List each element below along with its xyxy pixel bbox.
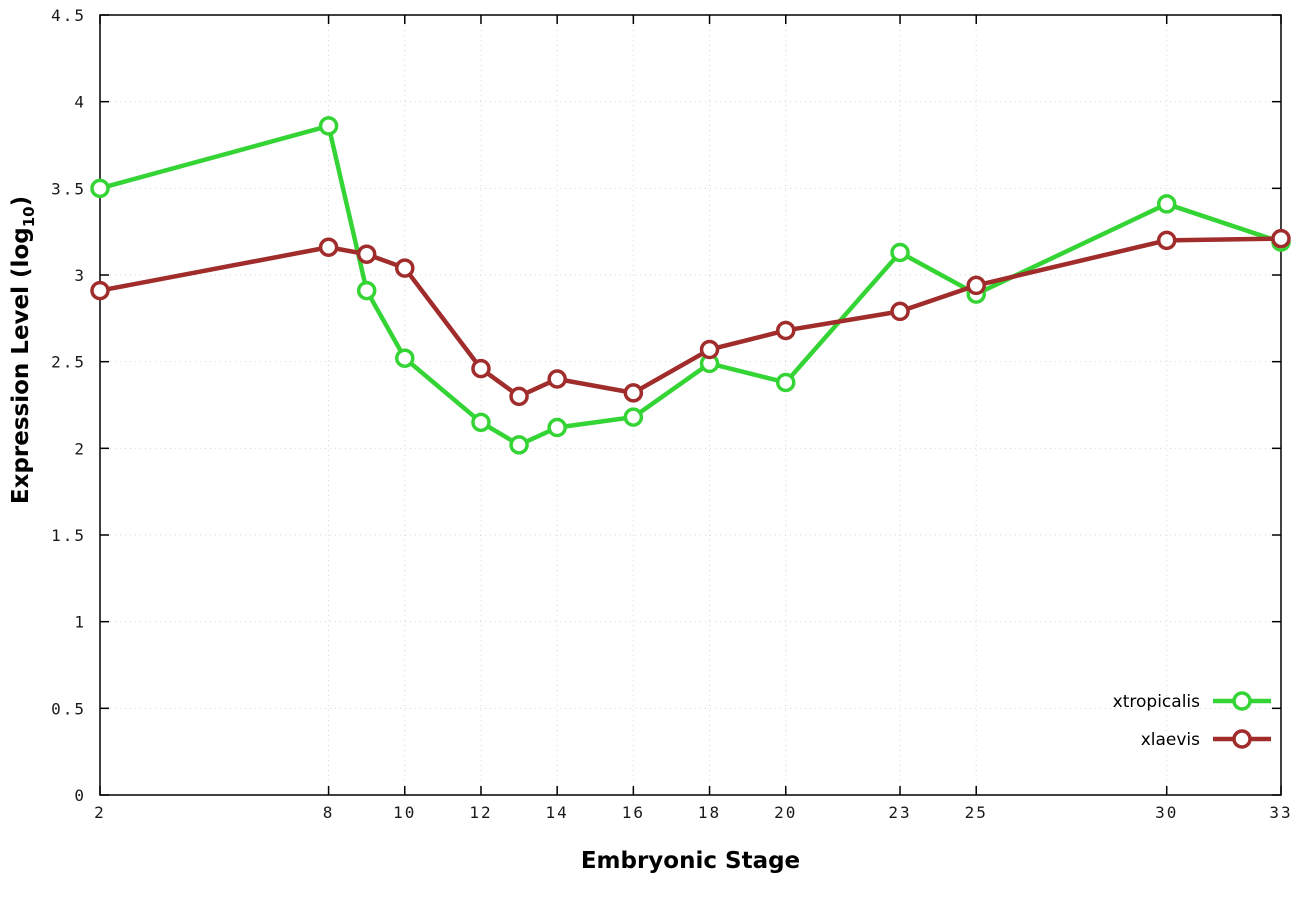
y-tick-label: 0.5	[51, 699, 86, 718]
legend-label-xlaevis: xlaevis	[1141, 730, 1200, 750]
data-point-xlaevis	[547, 369, 567, 389]
data-point-xtropicalis	[395, 348, 415, 368]
x-tick-label: 30	[1155, 803, 1178, 822]
legend-marker-sample-xlaevis	[1232, 729, 1252, 749]
x-tick-label: 12	[469, 803, 492, 822]
data-point-xlaevis	[1156, 230, 1177, 251]
x-tick-label: 8	[323, 803, 335, 822]
data-point-xtropicalis	[623, 407, 644, 427]
data-point-xtropicalis	[90, 178, 110, 199]
data-point-xlaevis	[775, 320, 796, 341]
data-point-xlaevis	[966, 275, 986, 296]
data-point-xlaevis	[1271, 228, 1291, 249]
data-point-xlaevis	[471, 358, 491, 379]
y-tick-label: 1.5	[51, 526, 86, 545]
x-tick-label: 18	[698, 803, 721, 822]
y-tick-label: 4.5	[51, 6, 86, 25]
x-tick-label: 2	[94, 803, 106, 822]
x-tick-label: 23	[888, 803, 911, 822]
legend-label-xtropicalis: xtropicalis	[1113, 692, 1200, 712]
data-point-xlaevis	[90, 280, 110, 301]
y-tick-label: 3	[74, 266, 86, 285]
x-axis-title: Embryonic Stage	[581, 848, 800, 874]
data-point-xtropicalis	[318, 116, 339, 136]
data-point-xtropicalis	[890, 242, 910, 263]
x-tick-label: 16	[622, 803, 645, 822]
data-point-xtropicalis	[356, 280, 377, 301]
data-point-xtropicalis	[547, 417, 567, 438]
data-point-xlaevis	[318, 237, 339, 258]
legend-marker-sample-xtropicalis	[1232, 691, 1252, 711]
data-point-xtropicalis	[509, 435, 529, 455]
y-tick-label: 3.5	[51, 179, 86, 198]
data-point-xlaevis	[509, 386, 529, 407]
data-point-xlaevis	[890, 301, 910, 322]
y-tick-label: 4	[74, 93, 86, 112]
y-tick-label: 2	[74, 439, 86, 458]
series-line-xtropicalis	[97, 123, 1284, 448]
x-tick-label: 10	[393, 803, 416, 822]
data-point-xlaevis	[356, 244, 377, 264]
series-line-xlaevis	[97, 236, 1284, 399]
y-tick-label: 0	[74, 786, 86, 805]
data-point-xlaevis	[699, 339, 720, 360]
data-point-xlaevis	[623, 383, 644, 403]
x-tick-label: 25	[965, 803, 988, 822]
plot-border	[99, 14, 1282, 796]
y-tick-label: 1	[74, 613, 86, 632]
data-point-xtropicalis	[775, 372, 796, 393]
data-point-xtropicalis	[471, 412, 491, 433]
data-point-xtropicalis	[1156, 194, 1177, 214]
data-point-xlaevis	[395, 258, 415, 278]
y-tick-label: 2.5	[51, 353, 86, 372]
x-tick-label: 33	[1269, 803, 1292, 822]
x-tick-label: 14	[546, 803, 569, 822]
y-axis-title: Expression Level (log10)	[8, 196, 38, 504]
x-tick-label: 20	[774, 803, 797, 822]
